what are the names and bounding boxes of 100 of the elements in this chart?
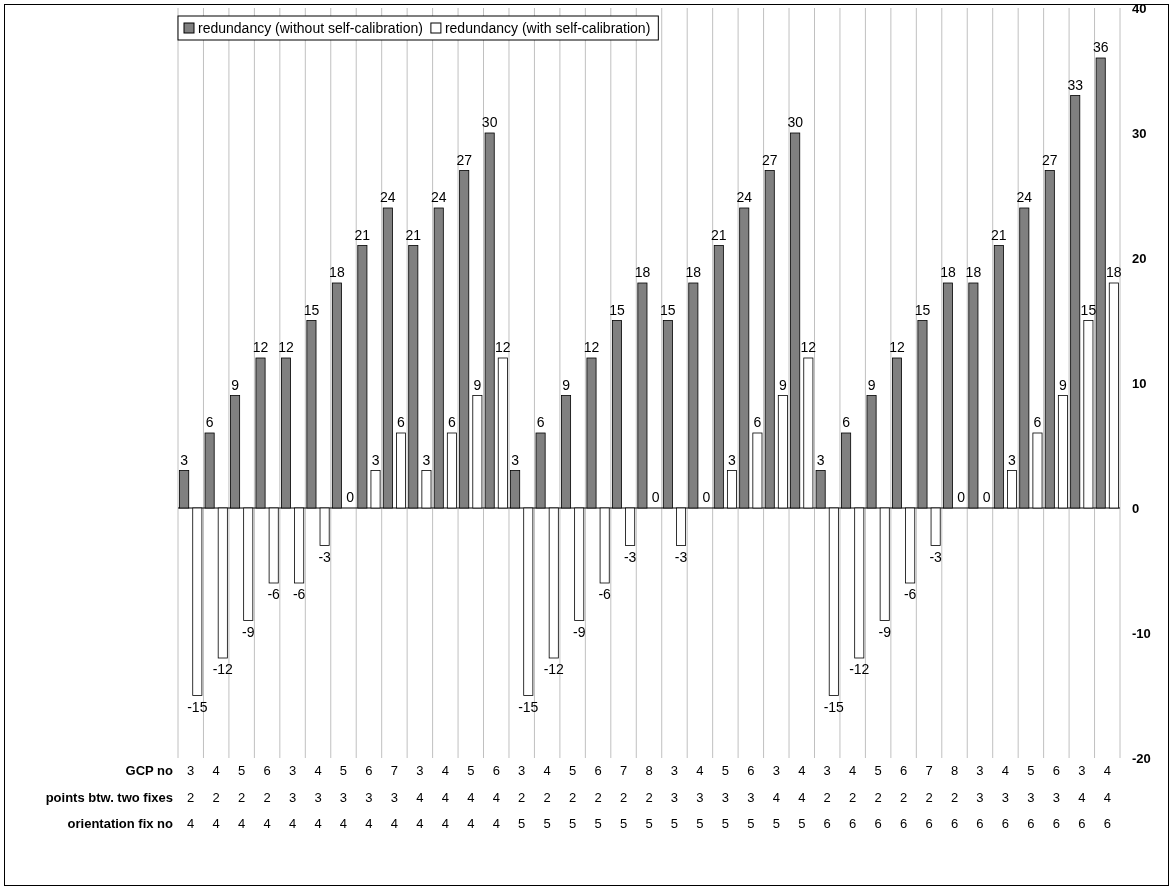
data-label: -12 — [543, 661, 565, 677]
x-tick-label: 3 4 5 — [772, 763, 780, 831]
data-label: 3 — [816, 451, 825, 468]
data-label: 9 — [473, 376, 482, 393]
data-label: 30 — [481, 114, 498, 130]
data-label: 3 — [422, 451, 431, 468]
x-tick-label: 5 3 4 — [339, 763, 348, 831]
x-tick-label: 5 3 6 — [1027, 763, 1035, 831]
data-label: 15 — [660, 301, 676, 318]
y-tick-label: -20 — [1132, 750, 1151, 766]
x-tick-label: 5 3 5 — [721, 763, 729, 831]
data-label: 18 — [685, 264, 702, 280]
data-label: 15 — [303, 301, 320, 318]
data-label: 3 — [180, 451, 189, 468]
legend-label: redundancy (without self-calibration) — [198, 20, 423, 36]
data-label: 3 — [511, 451, 520, 468]
data-label: 18 — [1106, 264, 1122, 280]
data-label: -3 — [929, 548, 943, 565]
x-tick-label: 3 2 5 — [518, 763, 526, 831]
data-label: 24 — [1016, 189, 1033, 205]
x-tick-label: 5 4 4 — [467, 763, 475, 831]
data-label: -9 — [242, 623, 255, 640]
data-label: 15 — [914, 301, 931, 318]
data-label: 24 — [430, 189, 447, 205]
data-label: -6 — [292, 586, 306, 602]
data-label: 27 — [456, 151, 473, 168]
data-label: 24 — [736, 189, 753, 205]
data-label: 21 — [711, 226, 727, 243]
x-tick-label: 4 3 5 — [696, 763, 704, 831]
data-label: 12 — [800, 339, 817, 355]
y-tick-label: 0 — [1132, 500, 1140, 516]
data-label: -6 — [267, 586, 281, 602]
x-tick-label: 6 2 5 — [594, 763, 602, 831]
x-tick-label: 4 2 6 — [849, 763, 857, 831]
data-label: -3 — [623, 548, 637, 565]
x-tick-label: 4 3 4 — [314, 763, 322, 831]
y-tick-label: -10 — [1132, 625, 1151, 641]
data-label: 18 — [965, 264, 982, 280]
data-label: -3 — [674, 548, 688, 565]
x-tick-label: 6 3 4 — [365, 763, 373, 831]
x-tick-label: 6 2 6 — [899, 763, 908, 831]
x-tick-label: 3 2 4 — [187, 763, 195, 831]
data-label: 12 — [495, 339, 511, 355]
x-tick-label: 3 2 6 — [823, 763, 831, 831]
data-label: 33 — [1067, 76, 1084, 93]
data-label: 18 — [329, 264, 345, 280]
data-label: 6 — [205, 414, 214, 430]
data-label: 0 — [346, 489, 355, 505]
data-label: 3 — [728, 451, 737, 468]
x-axis-title: GCP no points btw. two fixes orientation fix no — [45, 763, 174, 831]
data-label: 12 — [252, 339, 269, 355]
data-label: 15 — [1080, 301, 1097, 318]
data-label: -12 — [212, 661, 234, 677]
data-label: 9 — [1059, 376, 1068, 393]
x-tick-label: 7 2 5 — [619, 763, 628, 831]
data-label: 6 — [448, 414, 457, 430]
x-tick-label: 8 2 5 — [645, 763, 653, 831]
x-tick-label: 3 3 6 — [976, 763, 984, 831]
data-label: 6 — [397, 414, 406, 430]
data-label: 6 — [536, 414, 545, 430]
x-tick-label: 3 4 6 — [1078, 763, 1086, 831]
data-label: 24 — [380, 189, 396, 205]
x-tick-label: 3 4 4 — [416, 763, 424, 831]
x-tick-label: 6 3 5 — [747, 763, 755, 831]
x-tick-label: 7 2 6 — [925, 763, 933, 831]
data-label: 12 — [278, 339, 294, 355]
data-label: 15 — [609, 301, 625, 318]
data-label: 3 — [1008, 451, 1017, 468]
data-label: -6 — [903, 586, 917, 602]
x-tick-label: 5 2 5 — [569, 763, 577, 831]
data-label: -15 — [518, 698, 539, 715]
x-tick-label: 4 3 6 — [1001, 763, 1010, 831]
data-label: -9 — [878, 623, 892, 640]
data-label: 18 — [634, 264, 651, 280]
data-label: 12 — [889, 339, 906, 355]
x-tick-label: 3 3 4 — [288, 763, 297, 831]
x-tick-label: 4 2 5 — [543, 763, 551, 831]
x-tick-label: 5 2 4 — [238, 763, 246, 831]
x-tick-label: 7 3 4 — [390, 763, 399, 831]
x-tick-label: 4 4 5 — [798, 763, 806, 831]
data-label: 27 — [1041, 151, 1058, 168]
data-label: 9 — [231, 376, 240, 393]
x-tick-label: 6 4 4 — [492, 763, 500, 831]
data-label: -9 — [572, 623, 586, 640]
data-label: 9 — [778, 376, 787, 393]
data-label: 6 — [1033, 414, 1042, 430]
x-tick-label: 4 2 4 — [212, 763, 220, 831]
data-label: 12 — [583, 339, 600, 355]
data-label: 6 — [753, 414, 762, 430]
data-label: 21 — [991, 226, 1007, 243]
x-tick-label: 3 3 5 — [670, 763, 679, 831]
data-label: -3 — [318, 548, 332, 565]
data-label: 6 — [842, 414, 851, 430]
data-label: 0 — [651, 489, 660, 505]
data-label: 9 — [562, 376, 571, 393]
data-label: 3 — [371, 451, 380, 468]
x-tick-label: 4 4 4 — [441, 763, 449, 831]
data-label: 36 — [1092, 39, 1109, 55]
data-label: -15 — [823, 698, 845, 715]
data-label: 27 — [761, 151, 778, 168]
